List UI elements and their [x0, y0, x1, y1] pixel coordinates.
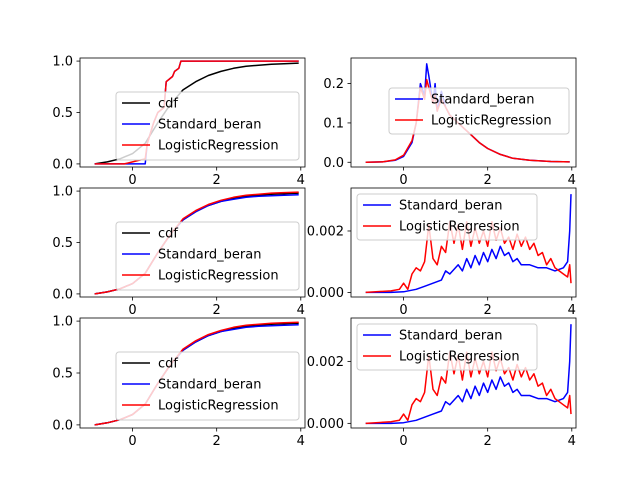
subplot-5: 0 2 4 0.0 0.5 1.0 cdf Standard_beran LogisticReg…: [52, 315, 306, 449]
x-tick-label: 0: [128, 434, 136, 449]
legend-frame: [115, 91, 300, 161]
y-tick-label: 0.5: [52, 236, 73, 251]
legend-label: LogisticRegression: [158, 399, 279, 414]
legend-label: Standard_beran: [158, 378, 261, 393]
legend-label: LogisticRegression: [158, 269, 279, 284]
x-tick-label: 4: [297, 434, 305, 449]
y-tick-label: 0.5: [52, 106, 73, 121]
legend-frame: [356, 193, 538, 241]
legend: cdf Standard_beran LogisticRegression: [115, 91, 300, 161]
legend-frame: [115, 351, 300, 421]
series-line-standard-beran: [365, 194, 572, 294]
x-tick-label: 0: [399, 303, 407, 318]
y-tick-label: 0.5: [52, 367, 73, 382]
y-tick-label: 1.0: [52, 185, 73, 200]
x-tick-label: 2: [213, 173, 221, 188]
legend: cdf Standard_beran LogisticRegression: [115, 221, 300, 291]
x-tick-label: 2: [213, 303, 221, 318]
legend-label: Standard_beran: [431, 93, 534, 108]
x-tick-label: 0: [399, 173, 407, 188]
x-tick-label: 2: [484, 173, 492, 188]
x-tick-label: 4: [297, 173, 305, 188]
legend-label: LogisticRegression: [399, 350, 520, 365]
y-tick-label: 0.0: [52, 157, 73, 172]
x-tick-label: 4: [568, 173, 576, 188]
x-tick-label: 4: [297, 303, 305, 318]
subplot-2: 0 2 4 0.0 0.1 0.2 Standard_beran LogisticRegres…: [323, 57, 577, 188]
series-line-standard-beran: [365, 324, 572, 425]
y-tick-label: 1.0: [52, 315, 73, 330]
legend-label: Standard_beran: [158, 118, 261, 133]
y-tick-label: 0.000: [307, 286, 344, 301]
y-tick-label: 0.000: [307, 417, 344, 432]
legend: Standard_beran LogisticRegression: [388, 87, 570, 135]
legend: cdf Standard_beran LogisticRegression: [115, 351, 300, 421]
legend-label: Standard_beran: [399, 329, 502, 344]
x-tick-label: 4: [568, 434, 576, 449]
axes-frame: [350, 187, 577, 298]
legend-frame: [356, 323, 538, 371]
subplot-1: 0 2 4 0.0 0.5 1.0 cdf Standard_beran LogisticReg…: [52, 55, 306, 188]
x-tick-label: 2: [484, 303, 492, 318]
y-tick-label: 0.002: [307, 355, 344, 370]
legend-label: cdf: [158, 357, 178, 372]
y-tick-label: 0.2: [323, 77, 344, 92]
subplot-6: 0 2 4 0.000 0.002 Standard_beran LogisticRegre…: [307, 317, 577, 449]
legend-frame: [115, 221, 300, 291]
legend: Standard_beran LogisticRegression: [356, 193, 538, 241]
axes-frame: [350, 317, 577, 429]
x-tick-label: 0: [399, 434, 407, 449]
legend-label: LogisticRegression: [431, 114, 552, 129]
legend-label: LogisticRegression: [158, 139, 279, 154]
y-tick-label: 1.0: [52, 55, 73, 70]
y-tick-label: 0.0: [52, 287, 73, 302]
y-tick-label: 0.0: [52, 418, 73, 433]
legend: Standard_beran LogisticRegression: [356, 323, 538, 371]
y-tick-label: 0.0: [323, 156, 344, 171]
subplot-4: 0 2 4 0.000 0.002 Standard_beran LogisticRegre…: [307, 187, 577, 318]
legend-label: LogisticRegression: [399, 220, 520, 235]
axes-frame: [350, 57, 577, 168]
x-tick-label: 0: [128, 173, 136, 188]
y-tick-label: 0.1: [323, 116, 344, 131]
x-tick-label: 0: [128, 303, 136, 318]
subplot-3: 0 2 4 0.0 0.5 1.0 cdf Standard_beran LogisticReg…: [52, 185, 306, 318]
legend-label: Standard_beran: [158, 248, 261, 263]
y-tick-label: 0.002: [307, 224, 344, 239]
legend-frame: [388, 87, 570, 135]
legend-label: cdf: [158, 97, 178, 112]
x-tick-label: 2: [484, 434, 492, 449]
legend-label: cdf: [158, 227, 178, 242]
legend-label: Standard_beran: [399, 199, 502, 214]
x-tick-label: 2: [213, 434, 221, 449]
x-tick-label: 4: [568, 303, 576, 318]
